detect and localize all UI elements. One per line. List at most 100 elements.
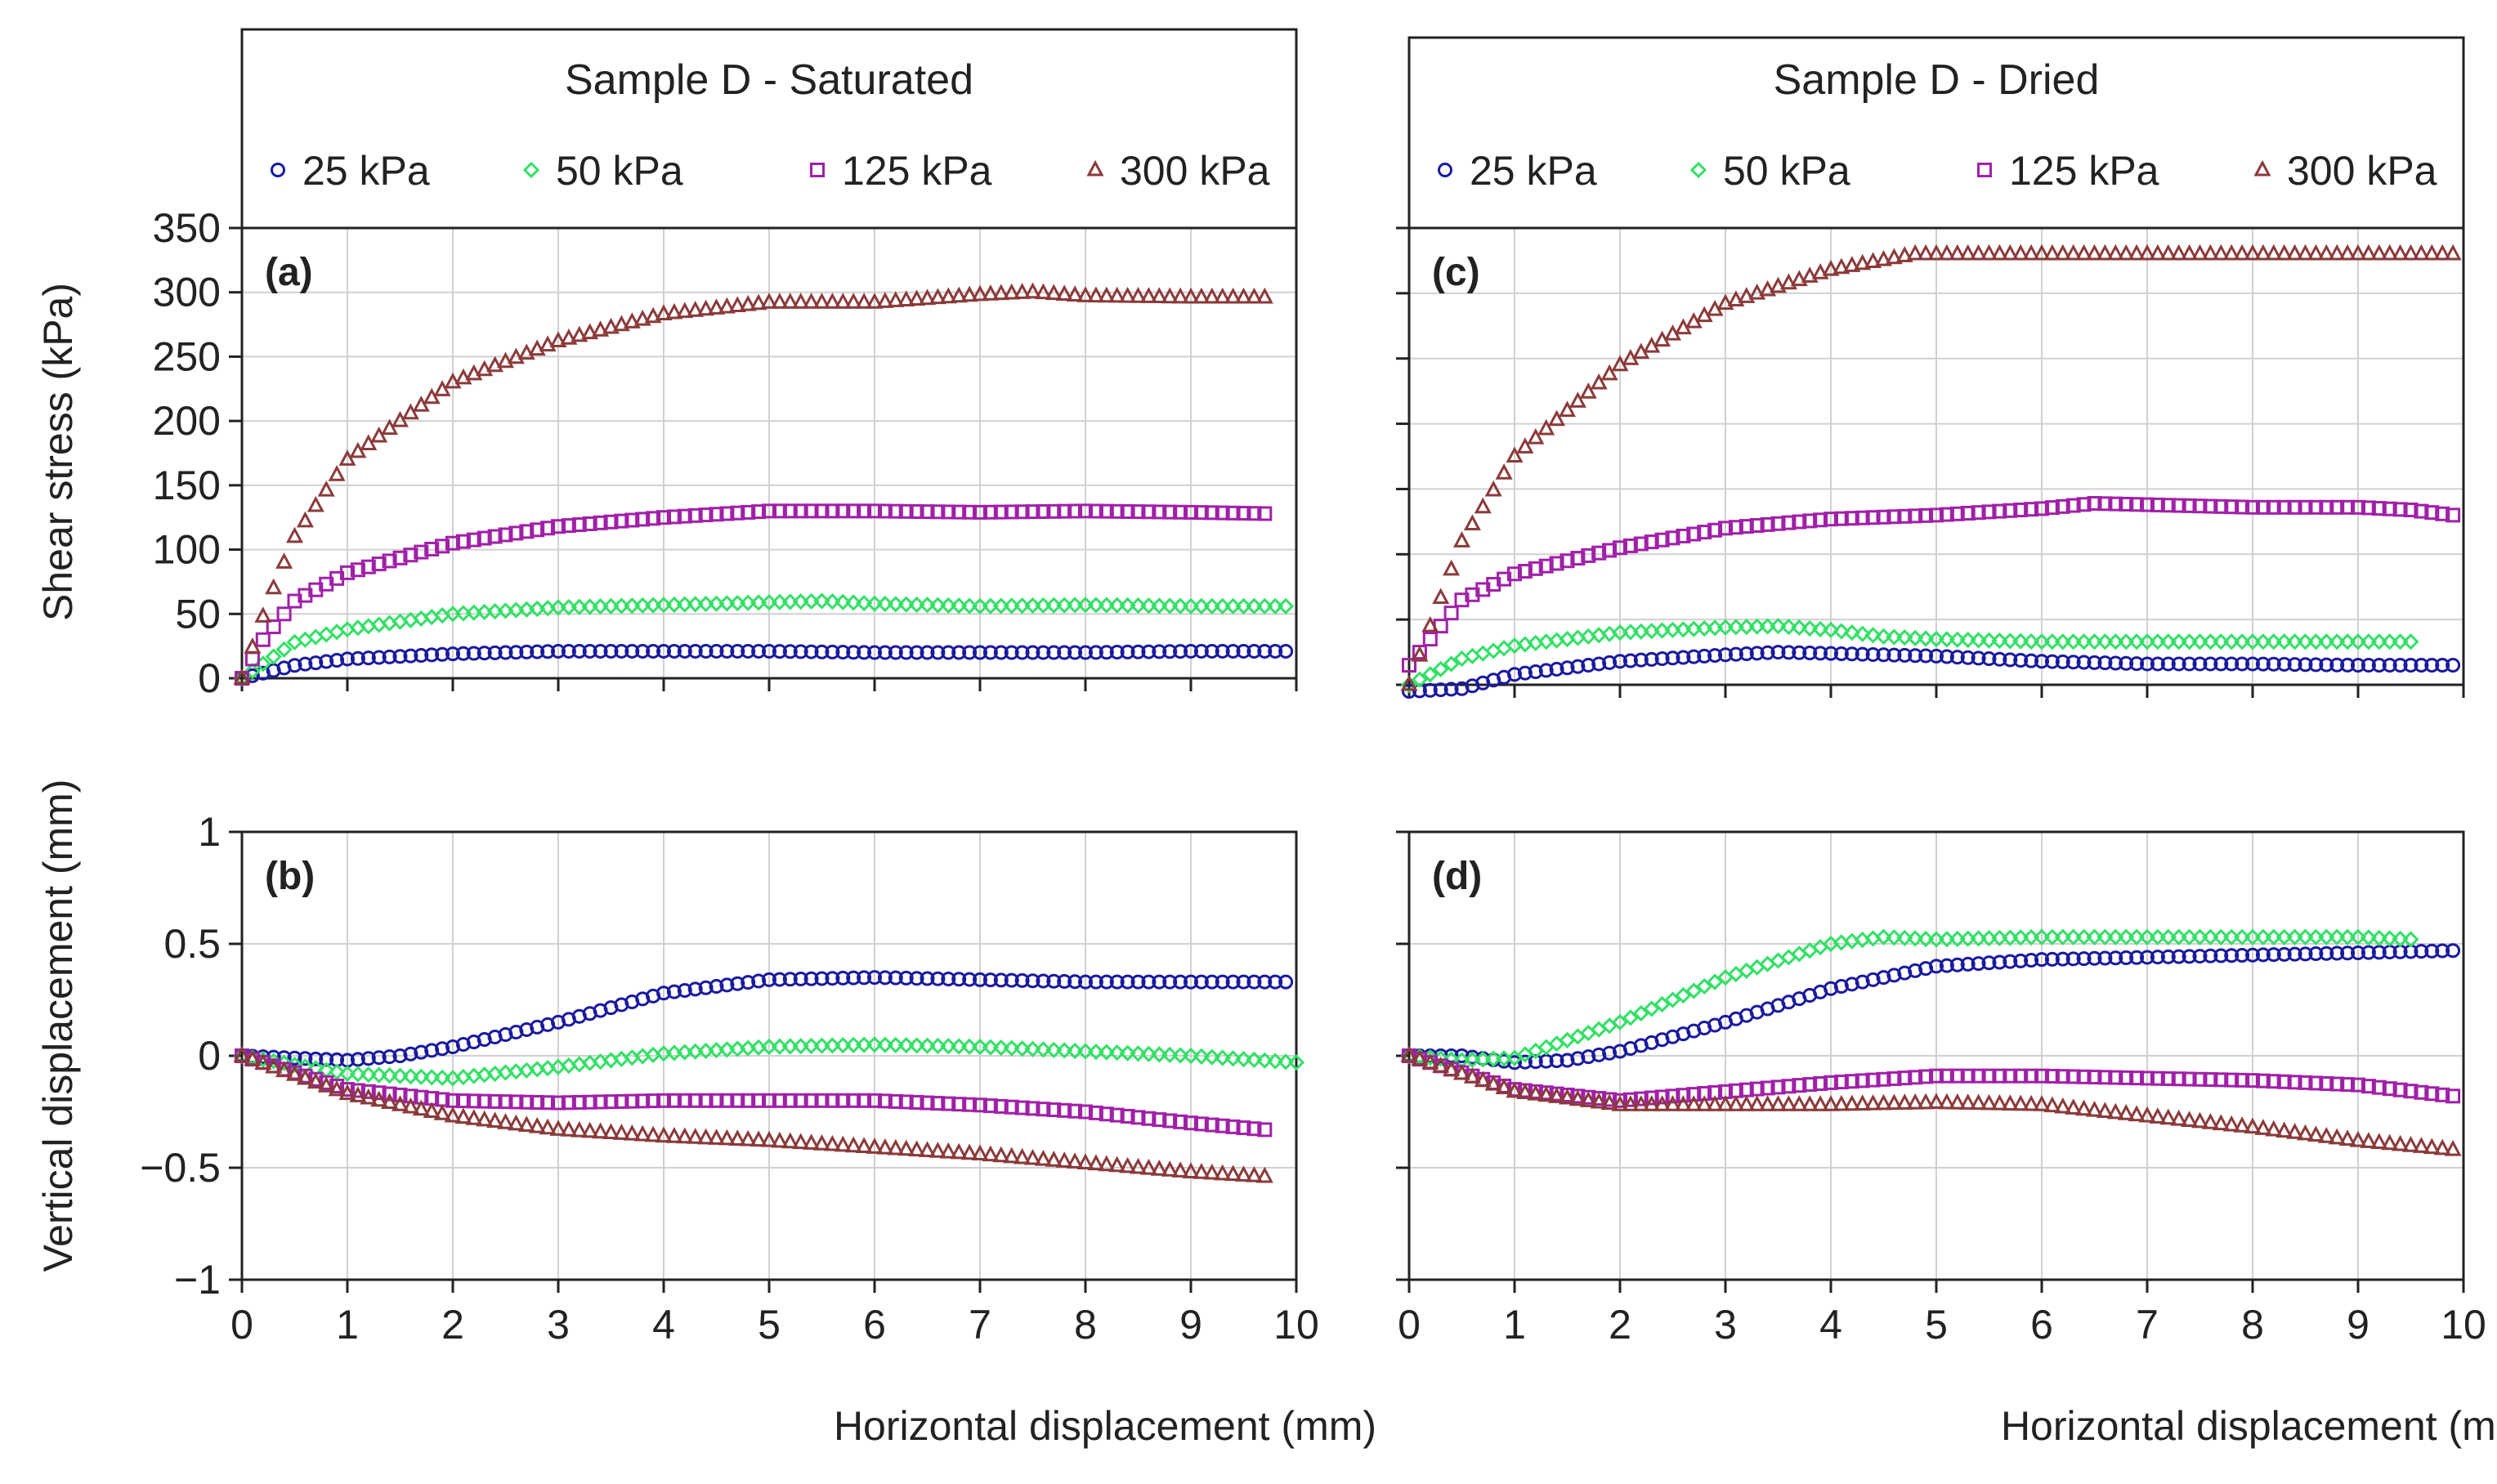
- data-point: [2055, 951, 2070, 967]
- data-point: [855, 1137, 873, 1154]
- data-point: [350, 1052, 365, 1067]
- data-point: [782, 644, 798, 659]
- data-point: [2181, 244, 2199, 261]
- data-point: [603, 643, 619, 659]
- data-point: [1014, 1100, 1030, 1115]
- data-point: [382, 649, 397, 664]
- legend-label: 300 kPa: [2287, 148, 2437, 194]
- data-point: [751, 1093, 767, 1108]
- data-point: [1960, 650, 1976, 665]
- data-point: [1003, 283, 1021, 300]
- data-point: [1099, 1106, 1114, 1122]
- data-point: [1802, 646, 1818, 661]
- data-point: [2361, 945, 2376, 960]
- data-point: [2075, 633, 2092, 650]
- data-point: [424, 541, 440, 556]
- data-point: [1443, 606, 1459, 621]
- data-point: [286, 1065, 303, 1081]
- data-point: [2044, 951, 2060, 967]
- data-point: [1654, 1089, 1670, 1105]
- data-point: [1981, 955, 1997, 971]
- legend-label: 125 kPa: [2009, 148, 2159, 194]
- data-point: [1992, 651, 2007, 667]
- data-point: [1832, 623, 1850, 640]
- legend-entry-50: 50 kPa: [1689, 148, 1850, 194]
- data-point: [392, 1087, 408, 1102]
- data-point: [1801, 1095, 1819, 1111]
- data-point: [2160, 498, 2176, 513]
- data-point: [1590, 373, 1608, 390]
- data-point: [1780, 618, 1797, 636]
- data-point: [2435, 658, 2450, 673]
- data-point: [2224, 948, 2240, 963]
- data-point: [349, 1066, 367, 1083]
- data-point: [254, 1053, 272, 1070]
- data-point: [887, 291, 905, 307]
- data-point: [2317, 244, 2335, 261]
- data-point: [960, 285, 978, 302]
- data-point: [1897, 647, 1913, 663]
- data-point: [2276, 946, 2292, 962]
- data-point: [1706, 1095, 1724, 1111]
- data-point: [2433, 1138, 2451, 1155]
- data-point: [1225, 505, 1241, 521]
- data-point: [877, 970, 893, 986]
- data-point: [1151, 597, 1168, 615]
- data-point: [1970, 1093, 1988, 1111]
- legend-marker-diamond: [1689, 161, 1707, 179]
- data-point: [1517, 1054, 1533, 1070]
- data-point: [392, 1048, 408, 1063]
- data-point: [1844, 1074, 1859, 1089]
- data-point: [1057, 645, 1072, 660]
- data-point: [718, 1129, 736, 1146]
- data-point: [507, 347, 525, 364]
- data-point: [1246, 643, 1262, 659]
- data-point: [1246, 597, 1263, 615]
- data-point: [265, 1057, 283, 1074]
- data-point: [920, 1095, 935, 1111]
- data-point: [414, 544, 429, 560]
- data-point: [1949, 1093, 1967, 1110]
- data-point: [244, 663, 262, 680]
- data-point: [1886, 628, 1903, 646]
- data-point: [960, 597, 978, 615]
- data-point: [1749, 646, 1765, 661]
- data-point: [644, 306, 662, 324]
- data-point: [2382, 501, 2397, 516]
- data-point: [2340, 499, 2356, 515]
- data-point: [855, 594, 873, 612]
- series-a-25: [235, 643, 1294, 686]
- data-point: [750, 1130, 767, 1147]
- data-point: [1236, 974, 1251, 990]
- data-point: [1173, 644, 1188, 659]
- data-point: [1938, 244, 1956, 261]
- data-point: [1036, 1102, 1051, 1117]
- data-point: [718, 297, 736, 314]
- data-point: [1939, 958, 1954, 973]
- data-point: [2244, 928, 2262, 945]
- data-point: [2276, 656, 2292, 672]
- data-point: [1632, 1004, 1649, 1022]
- data-point: [1432, 588, 1450, 605]
- data-point: [1204, 1117, 1219, 1133]
- data-point: [1895, 246, 1913, 262]
- data-point: [2255, 1073, 2271, 1088]
- data-point: [517, 343, 535, 360]
- data-point: [2022, 1094, 2040, 1111]
- x-tick-label-b: 9: [1179, 1302, 1202, 1348]
- data-point: [1224, 1164, 1242, 1182]
- data-point: [1770, 1095, 1787, 1111]
- data-point: [2202, 633, 2219, 650]
- data-point: [2402, 931, 2419, 948]
- data-point: [1087, 286, 1105, 303]
- data-point: [1152, 1112, 1167, 1128]
- x-tick-label-d: 5: [1925, 1302, 1948, 1348]
- panel-d: 0 1 2 3 4 5 6 7 8 9 10 (d): [1396, 830, 2486, 1348]
- data-point: [1949, 506, 1965, 521]
- data-point: [2308, 946, 2324, 962]
- data-point: [1886, 647, 1902, 663]
- data-point: [633, 1124, 651, 1142]
- data-point: [1822, 259, 1840, 276]
- data-point: [962, 1097, 978, 1112]
- legend-entry-25: 25 kPa: [1438, 148, 1597, 194]
